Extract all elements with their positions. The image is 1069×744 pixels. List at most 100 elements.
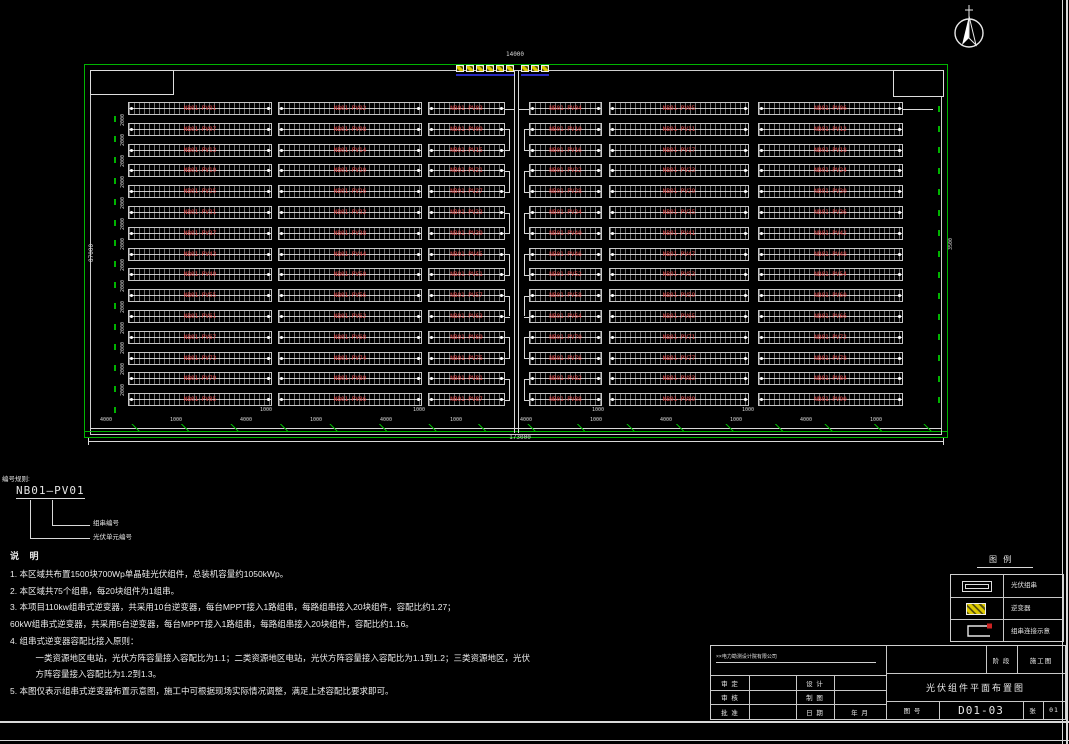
sheet-label: 张: [1029, 708, 1037, 715]
sheet-frame-bottom-inner: [0, 721, 1069, 723]
pv-string-block: NB01-PV75: [428, 351, 505, 365]
string-connector-dot: [430, 315, 433, 318]
legend-label: 光伏组串: [1011, 582, 1037, 589]
string-connector-dot: [280, 315, 283, 318]
string-jumper: [524, 337, 525, 359]
pv-string-block: NB01-PV64: [529, 310, 602, 323]
string-connector-dot: [267, 107, 270, 110]
dim-chain-value: 1000: [450, 417, 463, 423]
pv-string-label: NB01-PV36: [814, 209, 847, 216]
string-connector-dot: [744, 273, 747, 277]
boundary-hatch: [114, 406, 116, 413]
dim-road: 1000: [592, 407, 605, 413]
pv-string-label: NB01-PV21: [450, 167, 483, 175]
pv-string-block: NB01-PV49: [128, 268, 272, 282]
pv-string-block: NB01-PV11: [609, 122, 749, 136]
string-connector-dot: [430, 107, 433, 110]
string-connector-dot: [597, 273, 600, 277]
string-connector-dot: [280, 231, 283, 235]
pv-string-block: NB01-PV58: [529, 289, 602, 303]
string-connector-dot: [417, 377, 420, 381]
legend-label: 逆变器: [1011, 605, 1031, 612]
pv-string-label: NB01-PV17: [662, 146, 696, 154]
note-line: 一类资源地区电站，光伏方阵容量接入容配比为1.1；二类资源地区电站，光伏方阵容量…: [10, 652, 530, 663]
string-jumper: [524, 212, 525, 234]
dim-total-value: 173000: [509, 434, 531, 441]
string-connector-dot: [597, 127, 600, 131]
pv-string-label: NB01-PV54: [814, 271, 847, 279]
string-connector-dot: [597, 190, 600, 194]
string-connector-dot: [744, 148, 747, 152]
string-connector-dot: [267, 211, 270, 214]
pv-string-block: NB01-PV02: [278, 102, 422, 115]
string-connector-dot: [597, 169, 600, 173]
boundary-hatch: [938, 375, 940, 382]
pv-string-label: NB01-PV47: [662, 250, 696, 258]
string-connector-dot: [531, 315, 534, 318]
string-connector-dot: [597, 335, 600, 339]
dim-row-gap: 2000: [120, 363, 126, 376]
pv-string-label: NB01-PV22: [549, 167, 582, 175]
string-connector-dot: [280, 273, 283, 277]
string-connector-dot: [417, 148, 420, 152]
pv-string-label: NB01-PV62: [333, 313, 367, 320]
string-connector-dot: [760, 252, 763, 256]
string-connector-dot: [500, 211, 503, 214]
boundary-hatch: [114, 240, 116, 247]
string-connector-dot: [611, 273, 614, 277]
pv-string-label: NB01-PV35: [662, 209, 696, 216]
callout-string-label: 组串编号: [93, 520, 119, 527]
legend-title-underline: [977, 567, 1033, 568]
pv-string-label: NB01-PV24: [814, 167, 847, 175]
pv-string-block: NB01-PV39: [428, 226, 505, 240]
pv-string-block: NB01-PV20: [278, 164, 422, 178]
string-connector-dot: [744, 211, 747, 214]
cable-route-symbol-icon: [967, 623, 992, 637]
string-jumper: [505, 399, 510, 401]
boundary-hatch: [938, 313, 940, 320]
pv-string-label: NB01-PV67: [183, 333, 217, 341]
string-jumper: [505, 170, 510, 172]
dim-row-gap: 2000: [120, 259, 126, 272]
dim-chain-value: 4000: [100, 417, 113, 423]
pv-string-block: NB01-PV67: [128, 330, 272, 344]
pv-string-label: NB01-PV87: [450, 396, 483, 404]
boundary-hatch: [114, 385, 116, 392]
note-line: 方阵容量接入容配比为1.2到1.3。: [10, 669, 162, 680]
boundary-hatch: [938, 292, 940, 299]
pv-string-label: NB01-PV33: [450, 209, 483, 216]
pv-string-label: NB01-PV53: [662, 271, 696, 279]
titleblock-divider: [886, 701, 1065, 702]
pv-string-block: NB01-PV44: [278, 247, 422, 261]
string-connector-dot: [531, 356, 534, 360]
string-jumper: [509, 337, 510, 359]
leader-line: [30, 500, 31, 539]
string-connector-dot: [531, 335, 534, 339]
dim-chain-value: 1000: [170, 417, 183, 423]
pv-string-label: NB01-PV69: [450, 333, 483, 341]
pv-string-block: NB01-PV51: [428, 268, 505, 282]
dim-chain-value: 4000: [380, 417, 393, 423]
note-line: 3. 本项目110kw组串式逆变器，共采用10台逆变器，每台MPPT接入1路组串…: [10, 602, 456, 613]
pv-string-block: NB01-PV70: [529, 330, 602, 344]
dim-chain-ticks: [90, 424, 942, 432]
string-connector-dot: [280, 398, 283, 402]
pv-string-label: NB01-PV68: [333, 333, 367, 341]
string-connector-dot: [760, 315, 763, 318]
string-connector-dot: [430, 169, 433, 173]
pv-string-label: NB01-PV40: [549, 229, 582, 237]
pv-string-block: NB01-PV87: [428, 393, 505, 407]
excluded-area: [90, 70, 174, 95]
inverter-unit: [531, 65, 539, 72]
pv-string-label: NB01-PV70: [549, 333, 582, 341]
string-connector-dot: [744, 231, 747, 235]
pv-string-label: NB01-PV06: [814, 105, 847, 112]
pv-string-label: NB01-PV51: [450, 271, 483, 279]
string-jumper: [524, 254, 525, 275]
titleblock-divider: [939, 701, 940, 719]
string-connector-dot: [597, 231, 600, 235]
pv-string-block: NB01-PV84: [758, 372, 903, 386]
pv-string-block: NB01-PV81: [428, 372, 505, 386]
dim-row-gap: 2000: [120, 383, 126, 396]
string-connector-dot: [531, 377, 534, 381]
